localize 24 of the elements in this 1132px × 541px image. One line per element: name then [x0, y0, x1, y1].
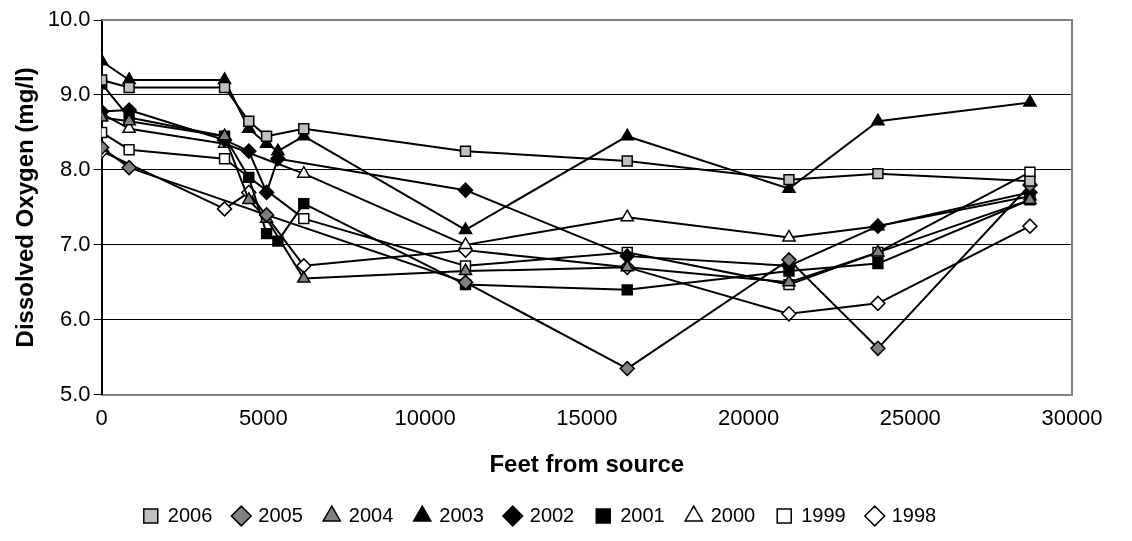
x-tick-label: 25000 [879, 405, 941, 431]
y-tick-label: 7.0 [60, 230, 91, 256]
x-tick-label: 5000 [238, 405, 288, 431]
x-tick-label: 10000 [394, 405, 456, 431]
legend-label: 2004 [348, 503, 394, 526]
y-tick-label: 10.0 [47, 6, 91, 32]
legend-label: 2002 [529, 503, 575, 526]
y-tick-label: 6.0 [60, 305, 91, 331]
y-tick-label: 5.0 [60, 380, 91, 406]
legend-label: 1999 [801, 503, 846, 526]
x-tick-label: 20000 [717, 405, 780, 431]
legend-label: 1998 [891, 503, 937, 526]
legend-label: 2000 [710, 503, 756, 526]
x-tick-label: 15000 [556, 405, 618, 431]
legend-label: 2005 [258, 503, 303, 526]
y-axis-title: Dissolved Oxygen (mg/l) [11, 67, 39, 348]
legend-label: 2003 [439, 503, 484, 526]
x-tick-label: 0 [95, 405, 108, 431]
legend-label: 2001 [620, 503, 665, 526]
legend-label: 2006 [167, 503, 213, 526]
x-axis-title: Feet from source [489, 450, 685, 478]
x-tick-label: 30000 [1041, 405, 1103, 431]
y-tick-label: 8.0 [60, 155, 91, 181]
y-tick-label: 9.0 [60, 81, 91, 107]
